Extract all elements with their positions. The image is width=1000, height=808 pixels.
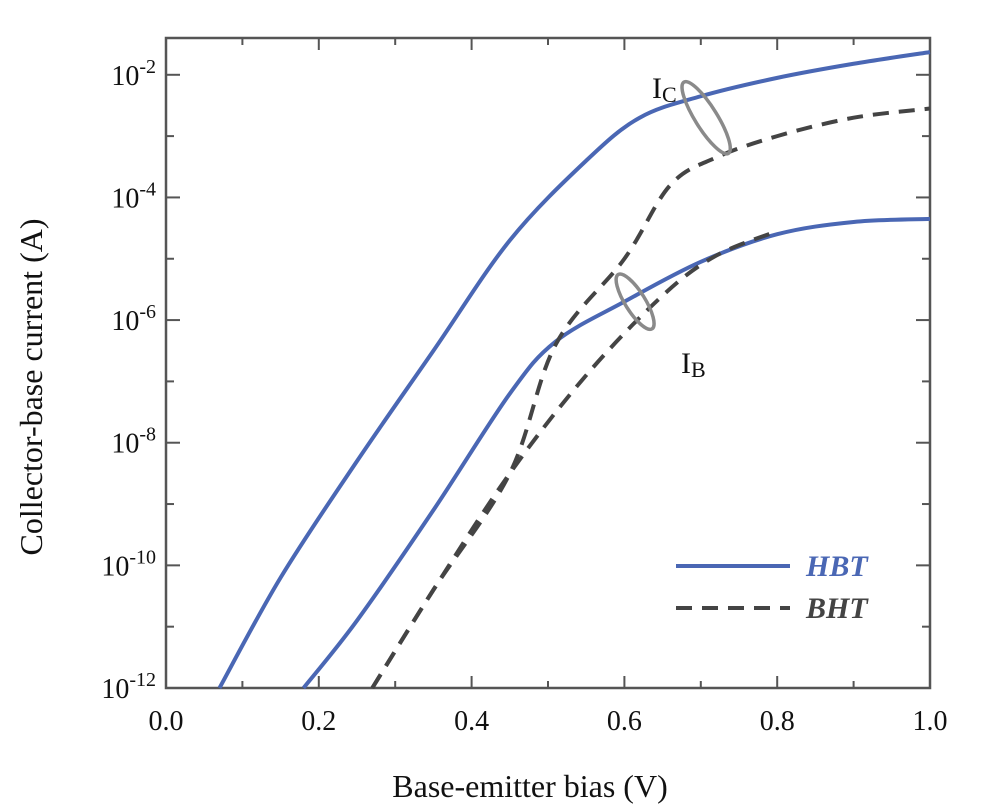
y-tick-label: 10-6 xyxy=(111,301,156,337)
annotations: IC IB xyxy=(614,72,733,382)
annotation-ib: IB xyxy=(681,347,706,382)
x-ticks: 0.0 0.2 0.4 0.6 0.8 1.0 xyxy=(149,38,948,737)
series-layer xyxy=(217,50,931,690)
ic-group-ellipse xyxy=(680,79,733,156)
x-tick-label: 0.0 xyxy=(149,706,184,737)
y-tick-label: 10-4 xyxy=(111,178,156,214)
x-axis-label: Base-emitter bias (V) xyxy=(392,768,667,804)
legend-hbt-label: HBT xyxy=(805,550,869,583)
legend-bht-label: BHT xyxy=(805,592,869,625)
x-tick-label: 0.4 xyxy=(454,706,489,737)
series-hbt-ib-line xyxy=(301,216,931,690)
annotation-ic: IC xyxy=(652,72,677,107)
legend: HBT BHT xyxy=(676,550,869,625)
x-tick-label: 0.6 xyxy=(607,706,642,737)
series-hbt-ic-line xyxy=(217,50,931,689)
y-ticks: 10-12 10-10 10-8 10-6 10-4 10-2 xyxy=(101,56,930,705)
x-tick-label: 0.2 xyxy=(301,706,336,737)
y-tick-label: 10-8 xyxy=(111,424,156,460)
y-axis-label: Collector-base current (A) xyxy=(13,219,49,556)
series-bht-ib-line xyxy=(370,229,778,690)
x-tick-label: 0.8 xyxy=(760,706,795,737)
y-tick-label: 10-12 xyxy=(101,669,156,705)
y-tick-label: 10-2 xyxy=(111,56,156,92)
x-tick-label: 1.0 xyxy=(913,706,948,737)
ib-group-ellipse xyxy=(614,272,656,332)
y-tick-label: 10-10 xyxy=(101,546,156,582)
